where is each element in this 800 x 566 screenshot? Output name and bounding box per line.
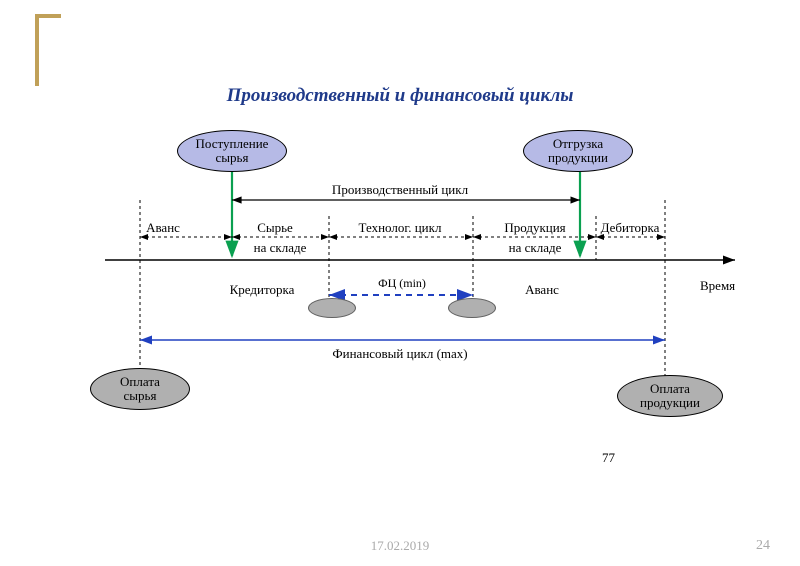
label-tech: Технолог. цикл [359, 220, 442, 236]
node-small-1 [308, 298, 356, 318]
node-label: Отгрузка продукции [548, 137, 608, 166]
label-avans1: Аванс [146, 220, 180, 236]
label-time: Время [700, 278, 735, 294]
footer-date: 17.02.2019 [371, 538, 430, 554]
node-pay-product: Оплата продукции [617, 375, 723, 417]
label-prodstk2: на складе [509, 240, 562, 256]
node-supply-in: Поступление сырья [177, 130, 287, 172]
label-fcmin: ФЦ (min) [378, 276, 426, 291]
node-ship-out: Отгрузка продукции [523, 130, 633, 172]
label-raw: Сырье [257, 220, 293, 236]
node-label: Поступление сырья [196, 137, 269, 166]
footer-slide-no: 24 [756, 538, 770, 554]
label-fincycle: Финансовый цикл (max) [332, 346, 467, 362]
node-pay-supply: Оплата сырья [90, 368, 190, 410]
label-prod-cycle: Производственный цикл [332, 182, 468, 198]
node-small-2 [448, 298, 496, 318]
label-prodstk: Продукция [504, 220, 565, 236]
label-raw2: на складе [254, 240, 307, 256]
node-label: Оплата продукции [640, 382, 700, 411]
label-debit: Дебиторка [601, 220, 660, 236]
label-avans2: Аванс [525, 282, 559, 298]
page-number: 77 [602, 450, 615, 466]
node-label: Оплата сырья [120, 375, 160, 404]
label-credit: Кредиторка [230, 282, 295, 298]
